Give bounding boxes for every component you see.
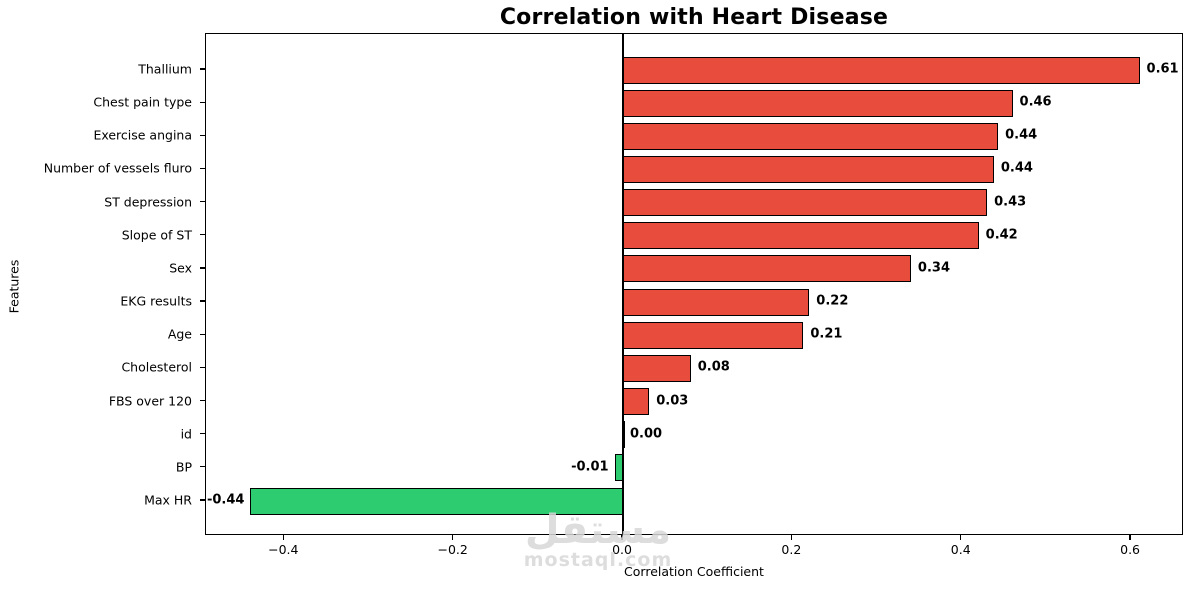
x-tick-mark [960, 535, 962, 540]
y-tick-mark [200, 234, 205, 236]
chart-title: Correlation with Heart Disease [499, 5, 889, 30]
y-tick-mark [200, 499, 205, 501]
y-tick-label-sex: Sex [169, 260, 192, 276]
y-tick-mark [200, 366, 205, 369]
bar-value-label: 0.00 [630, 426, 663, 442]
bar-value-label: -0.01 [571, 459, 609, 475]
bar-value-label: 0.03 [656, 393, 689, 409]
bar-st-depression [623, 189, 988, 217]
bar-value-label: 0.34 [917, 260, 950, 276]
y-tick-mark [200, 101, 205, 103]
bar-value-label: 0.22 [816, 293, 849, 309]
x-tick-label: −0.2 [437, 542, 468, 557]
bar-fbs-over-120 [623, 388, 650, 416]
y-tick-label-max-hr: Max HR [144, 492, 192, 508]
y-tick-mark [200, 167, 205, 170]
x-tick-label: 0.6 [1120, 542, 1141, 557]
bar-age [623, 321, 804, 349]
bar-value-label: 0.46 [1019, 94, 1052, 110]
y-tick-label-id: id [180, 426, 192, 442]
x-tick-mark [621, 535, 623, 540]
y-tick-label-number-of-vessels-fluro: Number of vessels fluro [43, 160, 192, 176]
x-tick-label: −0.4 [268, 542, 299, 557]
y-tick-label-bp: BP [175, 459, 192, 475]
y-tick-label-cholesterol: Cholesterol [121, 359, 192, 375]
bar-cholesterol [623, 354, 691, 382]
bar-value-label: 0.21 [810, 326, 843, 342]
y-tick-label-slope-of-st: Slope of ST [121, 227, 192, 243]
bar-value-label: 0.08 [697, 359, 730, 375]
x-tick-label: 0.4 [950, 542, 971, 557]
y-tick-mark [200, 200, 205, 203]
bar-value-label: 0.42 [985, 227, 1018, 243]
bar-id [623, 421, 626, 449]
y-tick-mark [200, 333, 205, 335]
bar-thallium [623, 56, 1140, 84]
bar-value-label: 0.44 [1000, 160, 1033, 176]
x-tick-mark [790, 535, 793, 540]
bar-sex [623, 255, 911, 283]
y-tick-mark [200, 466, 205, 468]
bar-value-label: 0.44 [1005, 127, 1038, 143]
y-tick-mark [200, 300, 205, 302]
bar-chest-pain-type [623, 89, 1013, 117]
y-tick-label-ekg-results: EKG results [120, 293, 192, 309]
y-tick-mark [200, 399, 205, 402]
y-tick-mark [200, 68, 205, 70]
x-tick-label: 0.2 [781, 542, 802, 557]
y-tick-label-thallium: Thallium [138, 61, 192, 77]
bar-ekg-results [623, 288, 810, 316]
x-axis-label: Correlation Coefficient [624, 564, 764, 579]
bar-slope-of-st [623, 222, 979, 250]
zero-reference-line [622, 34, 624, 534]
bar-value-label: 0.61 [1146, 61, 1179, 77]
x-tick-mark [452, 535, 454, 540]
y-tick-label-exercise-angina: Exercise angina [93, 127, 192, 143]
bar-value-label: 0.43 [994, 194, 1027, 210]
y-tick-label-chest-pain-type: Chest pain type [93, 94, 192, 110]
x-tick-mark [1129, 535, 1131, 540]
x-tick-mark [282, 535, 284, 540]
x-tick-label: 0.0 [612, 542, 632, 557]
bar-value-label: -0.44 [206, 492, 245, 508]
bar-bp [614, 454, 623, 482]
bar-max-hr [250, 487, 624, 515]
y-tick-label-fbs-over-120: FBS over 120 [108, 393, 192, 409]
y-tick-label-age: Age [167, 326, 192, 342]
bar-exercise-angina [623, 122, 999, 150]
y-tick-label-st-depression: ST depression [104, 194, 192, 210]
plot-area [205, 33, 1183, 535]
y-tick-mark [200, 134, 205, 136]
y-tick-mark [200, 267, 205, 269]
y-axis-label: Features [6, 259, 22, 314]
y-tick-mark [200, 433, 205, 435]
bar-number-of-vessels-fluro [623, 155, 994, 183]
